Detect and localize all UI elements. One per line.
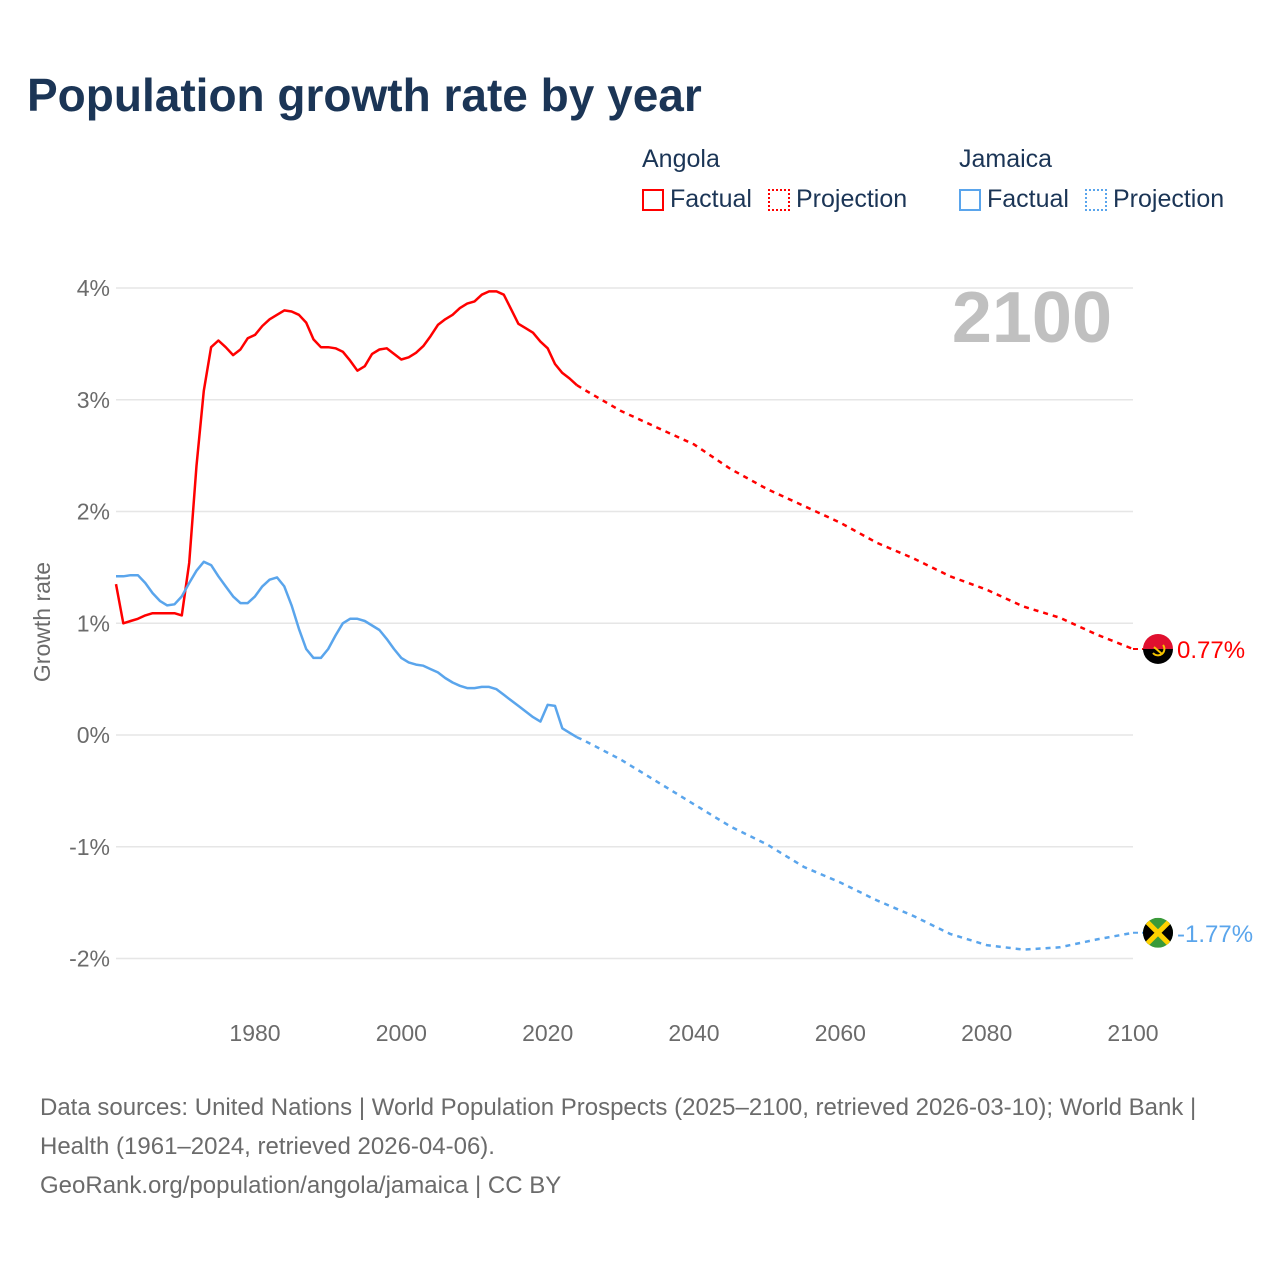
angola-end-value-label: 0.77% — [1177, 637, 1245, 664]
y-tick-label: 4% — [77, 275, 110, 301]
y-tick-label: -1% — [69, 834, 110, 860]
jamaica-factual-line — [116, 560, 578, 739]
jamaica-end-value-label: -1.77% — [1177, 921, 1253, 948]
chart-title: Population growth rate by year — [27, 69, 702, 121]
angola-projection-line — [576, 384, 1134, 651]
jamaica-projection-line — [576, 736, 1134, 951]
legend-label: Factual — [670, 185, 752, 213]
y-tick-label: -2% — [69, 946, 110, 972]
y-tick-label: 0% — [77, 722, 110, 748]
legend-angola-factual[interactable]: Factual — [642, 185, 752, 214]
angola-factual-line — [114, 290, 578, 625]
legend-label: Factual — [987, 185, 1069, 213]
credit-link[interactable]: GeoRank.org/population/angola/jamaica | … — [40, 1172, 562, 1199]
jamaica-flag-icon — [1143, 917, 1173, 948]
x-tick-label: 2000 — [376, 1020, 427, 1046]
legend-group-jamaica: Jamaica — [959, 145, 1053, 173]
y-tick-label: 3% — [77, 387, 110, 413]
legend-label: Projection — [1112, 185, 1225, 213]
legend-jamaica-factual[interactable]: Factual — [959, 185, 1069, 214]
x-tick-label: 2100 — [1107, 1020, 1158, 1046]
legend-group-angola: Angola — [642, 145, 720, 173]
x-tick-label: 2040 — [668, 1020, 719, 1046]
dotted-swatch-icon — [1084, 188, 1107, 211]
legend-jamaica-projection[interactable]: Projection — [1084, 185, 1225, 214]
solid-swatch-icon — [959, 188, 981, 211]
year-label: 2100 — [952, 278, 1112, 358]
legend-items-jamaica: Factual Projection — [959, 185, 1224, 214]
y-tick-label: 1% — [77, 610, 110, 636]
x-tick-label: 2060 — [815, 1020, 866, 1046]
y-tick-label: 2% — [77, 499, 110, 525]
y-axis-label: Growth rate — [29, 562, 55, 682]
angola-flag-icon — [1143, 633, 1173, 664]
data-sources: Data sources: United Nations | World Pop… — [40, 1094, 1197, 1160]
x-tick-label: 2080 — [961, 1020, 1012, 1046]
x-tick-label: 1980 — [229, 1020, 280, 1046]
legend-angola-projection[interactable]: Projection — [767, 185, 908, 214]
solid-swatch-icon — [642, 188, 664, 211]
dotted-swatch-icon — [767, 188, 790, 211]
legend-items-angola: Factual Projection — [642, 185, 907, 214]
legend-label: Projection — [795, 185, 908, 213]
footer: Data sources: United Nations | World Pop… — [40, 1088, 1240, 1205]
x-tick-label: 2020 — [522, 1020, 573, 1046]
